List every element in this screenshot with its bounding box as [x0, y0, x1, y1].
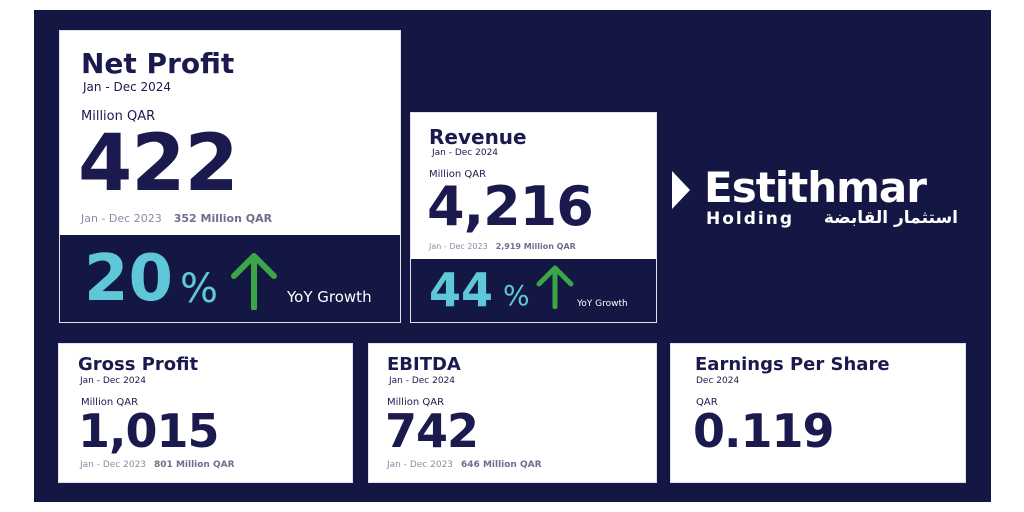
gross-profit-title: Gross Profit — [78, 354, 199, 375]
net-profit-prev-period: Jan - Dec 2023 — [81, 212, 162, 225]
net-profit-value: 422 — [78, 119, 239, 209]
net-profit-previous: Jan - Dec 2023 352 Million QAR — [81, 212, 272, 225]
ebitda-prev-period: Jan - Dec 2023 — [387, 460, 454, 470]
net-profit-growth-label: YoY Growth — [287, 288, 372, 306]
ebitda-unit: Million QAR — [387, 397, 445, 408]
net-profit-growth-value: 20 — [84, 242, 174, 316]
revenue-title: Revenue — [429, 125, 527, 149]
ebitda-period: Jan - Dec 2024 — [389, 376, 456, 386]
revenue-prev-value: 2,919 Million QAR — [495, 242, 576, 251]
ebitda-title: EBITDA — [387, 354, 461, 375]
gross-profit-period: Jan - Dec 2024 — [80, 376, 147, 386]
ebitda-previous: Jan - Dec 2023 646 Million QAR — [387, 460, 542, 470]
ebitda-value: 742 — [385, 404, 479, 458]
estithmar-logo: Estithmar Holding استثمار القابضة — [670, 163, 970, 235]
revenue-unit: Million QAR — [429, 169, 487, 180]
net-profit-growth-band: 20 % YoY Growth — [60, 235, 400, 322]
revenue-prev-period: Jan - Dec 2023 — [429, 242, 488, 251]
eps-unit: QAR — [696, 397, 718, 408]
ebitda-card: EBITDA Jan - Dec 2024 Million QAR 742 Ja… — [368, 343, 657, 483]
up-arrow-icon — [231, 253, 277, 310]
revenue-growth-label: YoY Growth — [577, 299, 628, 309]
eps-title: Earnings Per Share — [695, 354, 890, 375]
brand-sub-ar: استثمار القابضة — [823, 208, 958, 228]
net-profit-unit: Million QAR — [81, 109, 156, 124]
revenue-growth-band: 44 % YoY Growth — [411, 259, 656, 322]
gross-profit-prev-period: Jan - Dec 2023 — [80, 460, 147, 470]
gross-profit-prev-value: 801 Million QAR — [154, 460, 235, 470]
eps-period: Dec 2024 — [696, 376, 740, 386]
eps-card: Earnings Per Share Dec 2024 QAR 0.119 — [670, 343, 966, 483]
revenue-period: Jan - Dec 2024 — [432, 148, 499, 158]
net-profit-title: Net Profit — [81, 47, 235, 80]
net-profit-card: Net Profit Jan - Dec 2024 Million QAR 42… — [59, 30, 401, 323]
net-profit-period: Jan - Dec 2024 — [83, 80, 172, 94]
revenue-growth-value: 44 — [429, 263, 494, 317]
eps-value: 0.119 — [693, 404, 835, 458]
net-profit-prev-value: 352 Million QAR — [173, 212, 273, 225]
chevron-right-icon — [672, 171, 690, 209]
revenue-value: 4,216 — [427, 175, 594, 238]
gross-profit-unit: Million QAR — [81, 397, 139, 408]
brand-sub-en: Holding — [706, 209, 795, 229]
gross-profit-card: Gross Profit Jan - Dec 2024 Million QAR … — [58, 343, 353, 483]
brand-name: Estithmar — [704, 163, 927, 212]
revenue-growth-unit: % — [503, 279, 530, 312]
gross-profit-value: 1,015 — [78, 404, 220, 458]
revenue-card: Revenue Jan - Dec 2024 Million QAR 4,216… — [410, 112, 657, 323]
net-profit-growth-unit: % — [180, 266, 219, 312]
ebitda-prev-value: 646 Million QAR — [461, 460, 542, 470]
gross-profit-previous: Jan - Dec 2023 801 Million QAR — [80, 460, 235, 470]
up-arrow-icon — [536, 265, 574, 309]
revenue-previous: Jan - Dec 2023 2,919 Million QAR — [429, 242, 576, 251]
